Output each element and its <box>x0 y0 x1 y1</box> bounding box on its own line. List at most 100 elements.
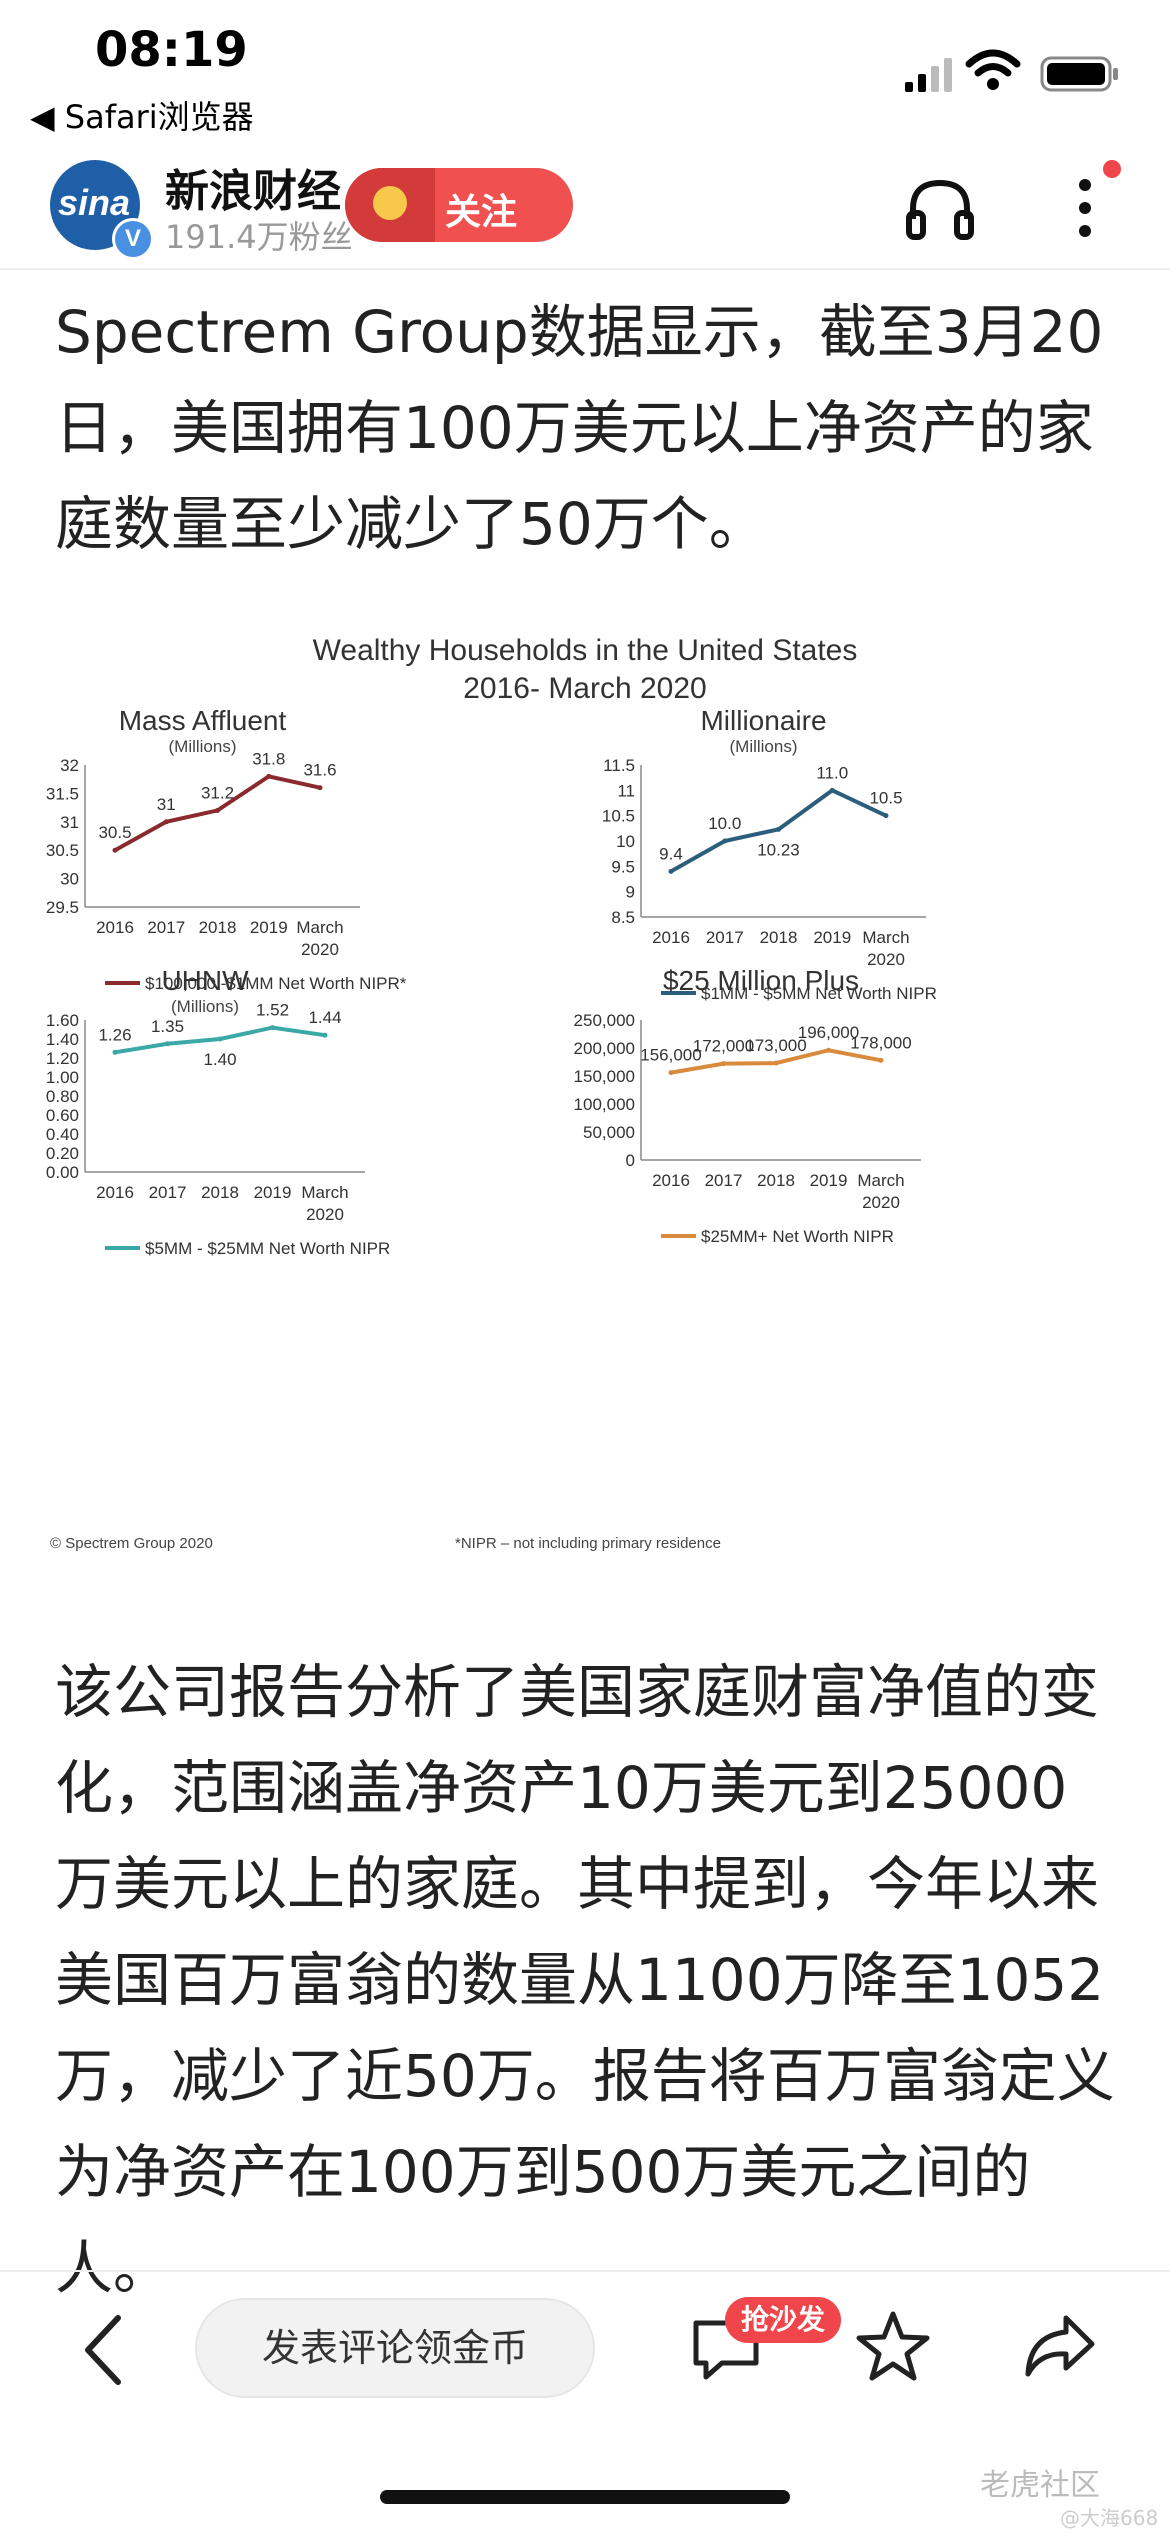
headphones-icon[interactable] <box>905 175 975 245</box>
x-tick-label: March <box>862 928 909 947</box>
data-label: 31.8 <box>252 749 285 768</box>
account-name[interactable]: 新浪财经 <box>165 166 341 217</box>
data-label: 31.2 <box>201 783 234 802</box>
follower-count: 191.4万粉丝 <box>165 218 353 256</box>
y-tick-label: 10.5 <box>602 807 635 826</box>
user-watermark: @大海668 <box>1060 2506 1159 2530</box>
figure-subtitle: 2016- March 2020 <box>463 672 707 705</box>
y-tick-label: 1.00 <box>46 1068 79 1087</box>
article-paragraph-2: 该公司报告分析了美国家庭财富净值的变化，范围涵盖净资产10万美元到25000万美… <box>55 1658 1115 2302</box>
community-watermark: 老虎社区 <box>980 2468 1100 2503</box>
data-point <box>668 868 674 874</box>
legend-label: $5MM - $25MM Net Worth NIPR <box>145 1239 390 1258</box>
comment-input[interactable]: 发表评论领金币 <box>195 2298 595 2398</box>
legend-label: $25MM+ Net Worth NIPR <box>701 1227 894 1246</box>
y-tick-label: 100,000 <box>574 1095 635 1114</box>
wifi-icon <box>965 48 1021 96</box>
y-tick-label: 30.5 <box>46 841 79 860</box>
x-tick-label: 2020 <box>306 1205 344 1224</box>
data-label: 30.5 <box>98 823 131 842</box>
follow-button[interactable]: 关注 <box>345 168 573 242</box>
data-point <box>826 1047 831 1053</box>
chart-unit: (Millions) <box>171 997 239 1016</box>
y-tick-label: 250,000 <box>574 1011 635 1030</box>
chart-title: Mass Affluent <box>119 705 287 736</box>
back-arrow-icon[interactable] <box>78 2310 128 2394</box>
home-indicator[interactable] <box>380 2490 790 2504</box>
data-point <box>266 773 272 779</box>
data-point <box>878 1057 884 1063</box>
x-tick-label: 2016 <box>652 928 690 947</box>
data-label: 9.4 <box>659 844 683 863</box>
y-tick-label: 11.5 <box>603 756 635 775</box>
data-point <box>317 785 323 791</box>
data-point <box>776 826 781 832</box>
data-label: 31.6 <box>303 761 336 780</box>
favorite-star-icon[interactable] <box>855 2310 931 2386</box>
x-tick-label: 2018 <box>760 928 798 947</box>
verified-icon: V <box>112 218 154 260</box>
data-label: 1.52 <box>256 1001 289 1020</box>
data-point <box>668 1070 674 1076</box>
data-point <box>722 838 728 844</box>
data-label: 11.0 <box>816 763 848 782</box>
y-tick-label: 9.5 <box>611 857 635 876</box>
x-tick-label: 2020 <box>862 1193 900 1212</box>
x-tick-label: 2016 <box>652 1171 690 1190</box>
x-tick-label: 2019 <box>254 1183 292 1202</box>
y-tick-label: 1.60 <box>46 1011 79 1030</box>
back-to-safari-link[interactable]: ◀ Safari浏览器 <box>30 98 254 136</box>
follow-label: 关注 <box>445 192 518 233</box>
legend-label: $1MM - $5MM Net Worth NIPR <box>701 984 937 1003</box>
sofa-badge[interactable]: 抢沙发 <box>725 2297 842 2343</box>
x-tick-label: March <box>296 918 343 937</box>
y-tick-label: 31 <box>60 813 79 832</box>
data-point <box>165 1041 170 1047</box>
data-label: 196,000 <box>798 1023 859 1042</box>
data-label: 10.0 <box>708 814 741 833</box>
x-tick-label: 2017 <box>149 1183 187 1202</box>
notification-dot <box>1103 160 1121 178</box>
status-time: 08:19 <box>95 22 248 78</box>
data-label: 1.35 <box>151 1017 184 1036</box>
battery-icon <box>1040 56 1120 96</box>
data-point <box>322 1032 328 1038</box>
x-tick-label: 2019 <box>810 1171 848 1190</box>
article-paragraph-1: Spectrem Group数据显示，截至3月20日，美国拥有100万美元以上净… <box>55 298 1104 558</box>
coin-icon <box>373 186 407 220</box>
data-point <box>883 813 889 819</box>
chart-title: Millionaire <box>700 705 826 736</box>
x-tick-label: 2017 <box>705 1171 743 1190</box>
data-point <box>721 1061 726 1067</box>
y-tick-label: 0.80 <box>46 1087 79 1106</box>
data-point <box>163 819 169 825</box>
chart-title: $25 Million Plus <box>663 965 859 996</box>
data-label: 178,000 <box>850 1033 911 1052</box>
x-tick-label: 2016 <box>96 1183 134 1202</box>
x-tick-label: 2016 <box>96 918 134 937</box>
y-tick-label: 1.20 <box>46 1049 79 1068</box>
x-tick-label: March <box>301 1183 348 1202</box>
y-tick-label: 0.40 <box>46 1125 79 1144</box>
y-tick-label: 0.20 <box>46 1144 79 1163</box>
data-label: 172,000 <box>693 1037 754 1056</box>
y-tick-label: 30 <box>60 870 79 889</box>
header-divider <box>0 268 1170 270</box>
x-tick-label: 2018 <box>199 918 237 937</box>
y-tick-label: 200,000 <box>574 1039 635 1058</box>
more-options-icon[interactable] <box>1075 175 1095 245</box>
share-icon[interactable] <box>1022 2312 1098 2386</box>
y-tick-label: 0.00 <box>46 1163 79 1182</box>
data-point <box>215 807 220 813</box>
data-label: 10.23 <box>757 840 800 859</box>
data-point <box>112 1049 118 1055</box>
data-label: 10.5 <box>869 789 902 808</box>
data-label: 1.40 <box>203 1050 236 1069</box>
figure-footnote: *NIPR – not including primary residence <box>455 1535 721 1552</box>
x-tick-label: 2020 <box>301 940 339 959</box>
data-point <box>112 847 118 853</box>
y-tick-label: 31.5 <box>46 784 79 803</box>
y-tick-label: 1.40 <box>46 1030 79 1049</box>
x-tick-label: 2017 <box>706 928 744 947</box>
y-tick-label: 0 <box>626 1151 635 1170</box>
